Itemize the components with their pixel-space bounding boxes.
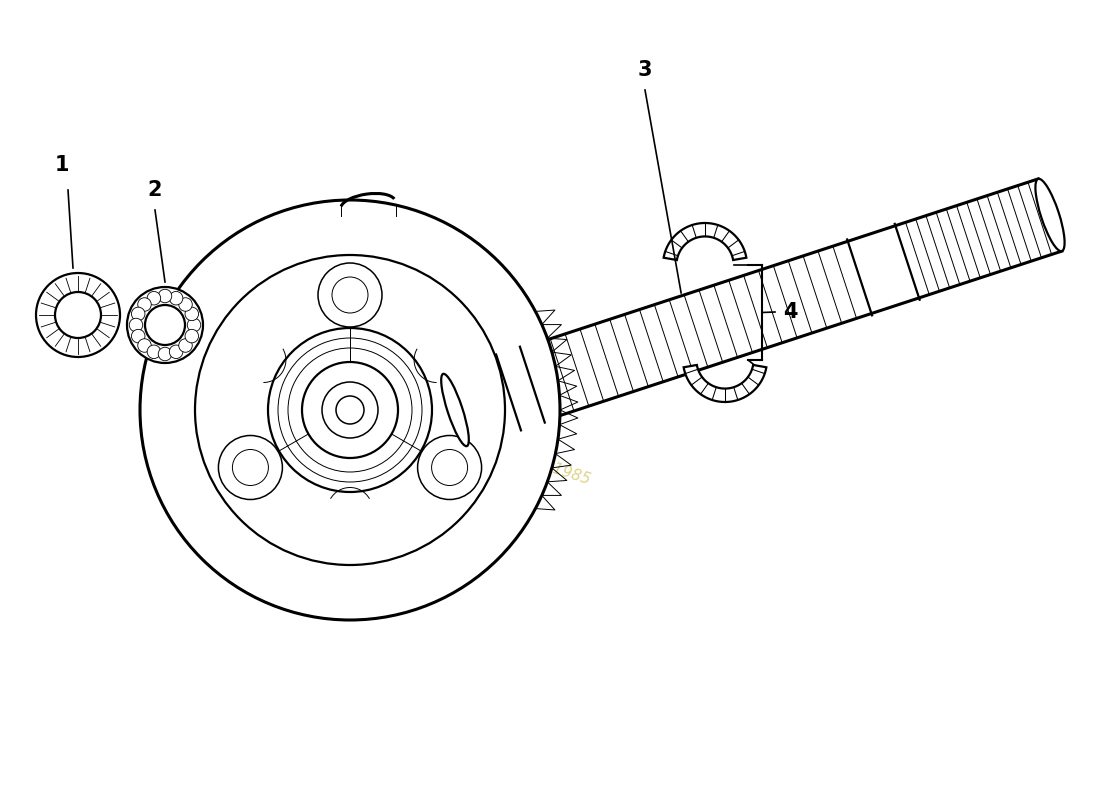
Circle shape — [130, 318, 143, 332]
Circle shape — [140, 200, 560, 620]
Circle shape — [169, 291, 183, 305]
Circle shape — [138, 298, 151, 311]
Polygon shape — [443, 179, 1062, 446]
Circle shape — [158, 290, 172, 302]
Circle shape — [147, 345, 161, 358]
Text: 1: 1 — [55, 155, 69, 175]
Circle shape — [132, 330, 145, 343]
Circle shape — [138, 338, 151, 352]
Ellipse shape — [441, 374, 469, 446]
Circle shape — [126, 287, 204, 363]
Circle shape — [318, 263, 382, 327]
Ellipse shape — [1035, 178, 1065, 251]
Text: 2: 2 — [147, 180, 163, 200]
Text: 4: 4 — [783, 302, 798, 322]
Polygon shape — [683, 365, 767, 402]
Circle shape — [418, 435, 482, 499]
Text: 3: 3 — [638, 60, 652, 80]
Circle shape — [179, 298, 192, 311]
Text: EUROPARTS: EUROPARTS — [264, 276, 596, 424]
Circle shape — [185, 330, 198, 343]
Polygon shape — [663, 223, 747, 260]
Circle shape — [132, 307, 145, 321]
Circle shape — [219, 435, 283, 499]
Circle shape — [158, 347, 172, 361]
Circle shape — [147, 291, 161, 305]
Circle shape — [145, 305, 185, 345]
Circle shape — [179, 338, 192, 352]
Circle shape — [36, 273, 120, 357]
Circle shape — [187, 318, 200, 332]
Circle shape — [185, 307, 198, 321]
Circle shape — [55, 292, 101, 338]
Text: a passion for parts since 1985: a passion for parts since 1985 — [367, 402, 592, 488]
Circle shape — [169, 345, 183, 358]
